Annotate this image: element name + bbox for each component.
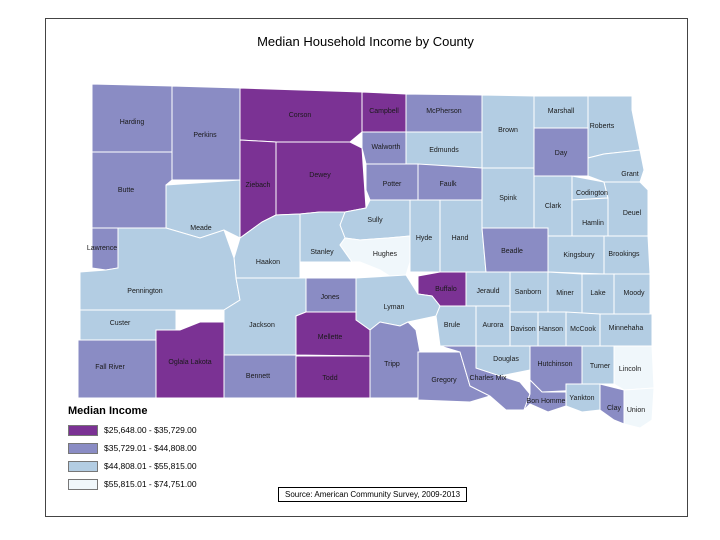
legend-swatch [68, 460, 98, 472]
county-label: Pennington [127, 288, 163, 295]
legend-label: $55,815.01 - $74,751.00 [104, 479, 197, 489]
county-label: Campbell [369, 108, 399, 115]
county-label: Hyde [416, 235, 432, 242]
county-hutchinson [529, 345, 583, 393]
county-label: Harding [120, 119, 145, 126]
county-label: Brown [498, 127, 518, 134]
county-label: Clark [545, 203, 562, 210]
county-label: Charles Mix [470, 375, 507, 382]
legend-swatch [68, 478, 98, 490]
county-tripp [369, 321, 421, 399]
county-label: Mellette [318, 334, 343, 341]
county-label: Haakon [256, 259, 280, 266]
county-label: Hutchinson [537, 361, 572, 368]
county-label: Tripp [384, 361, 400, 368]
county-label: Buffalo [435, 286, 457, 293]
county-label: Fall River [95, 364, 125, 371]
county-label: Marshall [548, 108, 575, 115]
legend-label: $25,648.00 - $35,729.00 [104, 425, 197, 435]
county-label: Meade [190, 225, 212, 232]
county-label: Turner [590, 363, 611, 370]
county-label: Perkins [193, 132, 217, 139]
county-label: Hamlin [582, 220, 604, 227]
county-label: Deuel [623, 210, 642, 217]
county-hamlin [571, 197, 609, 237]
county-label: Minnehaha [609, 325, 644, 332]
county-label: Jerauld [477, 288, 500, 295]
county-douglas [475, 345, 531, 377]
county-label: Ziebach [246, 182, 271, 189]
legend-item: $35,729.01 - $44,808.00 [68, 442, 197, 454]
county-label: Custer [110, 320, 131, 327]
county-label: Dewey [309, 172, 331, 179]
county-label: Clay [607, 405, 622, 412]
county-label: Potter [383, 181, 402, 188]
county-label: Hughes [373, 251, 398, 258]
county-label: Brookings [608, 251, 640, 258]
county-label: Grant [621, 171, 639, 178]
county-label: Jones [321, 294, 340, 301]
legend-swatch [68, 442, 98, 454]
county-label: Yankton [569, 395, 594, 402]
county-oglala-lakota [155, 321, 225, 399]
county-label: McCook [570, 326, 596, 333]
source-note: Source: American Community Survey, 2009-… [278, 487, 468, 502]
map-title: Median Household Income by County [257, 34, 474, 49]
county-label: Davison [510, 326, 535, 333]
county-label: McPherson [426, 108, 462, 115]
county-label: Sully [367, 217, 383, 224]
county-label: Lincoln [619, 366, 641, 373]
county-label: Corson [289, 112, 312, 119]
legend-item: $55,815.01 - $74,751.00 [68, 478, 197, 490]
county-yankton [565, 383, 601, 413]
county-pennington [79, 227, 241, 311]
county-label: Spink [499, 195, 517, 202]
county-label: Lake [590, 290, 605, 297]
county-label: Kingsbury [563, 252, 595, 259]
county-label: Faulk [439, 181, 457, 188]
county-label: Union [627, 407, 645, 414]
legend-label: $35,729.01 - $44,808.00 [104, 443, 197, 453]
county-label: Moody [623, 290, 645, 297]
county-label: Stanley [310, 249, 334, 256]
county-union [623, 387, 655, 429]
county-label: Walworth [372, 144, 401, 151]
county-label: Brule [444, 322, 460, 329]
legend-label: $44,808.01 - $55,815.00 [104, 461, 197, 471]
county-label: Hanson [539, 326, 563, 333]
county-label: Douglas [493, 356, 519, 363]
county-label: Roberts [590, 123, 615, 130]
county-hughes [339, 235, 411, 281]
county-label: Miner [556, 290, 574, 297]
county-label: Sanborn [515, 289, 542, 296]
county-label: Jackson [249, 322, 275, 329]
county-label: Bennett [246, 373, 270, 380]
county-label: Oglala Lakota [168, 359, 211, 366]
county-label: Day [555, 150, 568, 157]
county-clay [599, 383, 625, 425]
legend-item: $44,808.01 - $55,815.00 [68, 460, 197, 472]
county-label: Codington [576, 190, 608, 197]
county-label: Bon Homme [527, 398, 566, 405]
legend-item: $25,648.00 - $35,729.00 [68, 424, 197, 436]
county-grant [587, 149, 645, 183]
county-hyde [409, 199, 441, 273]
county-label: Butte [118, 187, 134, 194]
county-label: Hand [452, 235, 469, 242]
county-label: Lyman [384, 304, 405, 311]
county-perkins [171, 85, 241, 181]
county-label: Lawrence [87, 245, 117, 252]
county-label: Beadle [501, 248, 523, 255]
county-label: Edmunds [429, 147, 459, 154]
county-bon-homme [523, 378, 567, 413]
county-mellette [295, 311, 371, 357]
county-label: Todd [322, 375, 337, 382]
legend-title: Median Income [68, 405, 148, 417]
legend-swatch [68, 424, 98, 436]
county-label: Aurora [482, 322, 503, 329]
county-label: Gregory [431, 377, 457, 384]
